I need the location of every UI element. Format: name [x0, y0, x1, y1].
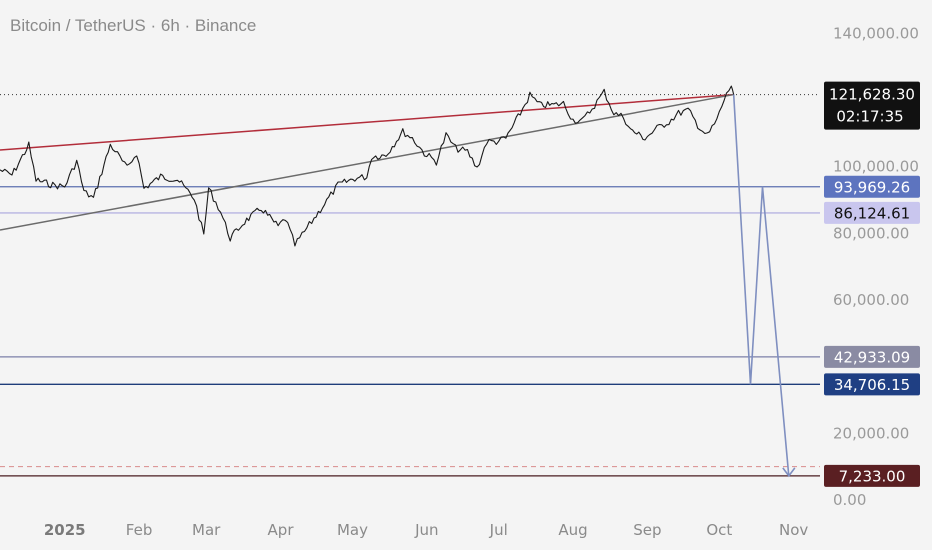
bar-countdown-label: 02:17:35: [836, 108, 903, 126]
level-tag-3: [824, 373, 920, 396]
y-axis: 140,000.00 100,000.00 80,000.00 60,000.00 20…: [833, 24, 919, 509]
x-tick-label: Apr: [268, 521, 295, 539]
x-tick-label: Oct: [706, 521, 732, 539]
level-tag-2: [824, 345, 920, 368]
level-tag-label: 7,233.00: [839, 467, 906, 485]
level-tag-label: 34,706.15: [834, 376, 910, 394]
x-tick-label: 2025: [44, 521, 86, 539]
level-tag-0: [824, 175, 920, 198]
trendline-0: [0, 93, 734, 151]
x-tick-label: Mar: [192, 521, 221, 539]
x-tick-label: Nov: [779, 521, 808, 539]
y-tick-label: 80,000.00: [833, 224, 909, 242]
level-tag-label: 86,124.61: [834, 204, 910, 222]
price-series: [0, 85, 735, 247]
x-tick-label: Feb: [126, 521, 153, 539]
last-price-label: 121,628.30: [829, 86, 915, 104]
horizontal-levels: [0, 94, 820, 477]
projection-path: [732, 94, 796, 478]
trendlines: [0, 93, 734, 231]
x-tick-label: Sep: [633, 521, 661, 539]
projection-line: [732, 94, 790, 476]
projection-arrowhead: [782, 467, 796, 478]
level-tag-4: [824, 464, 920, 487]
y-tick-label: 100,000.00: [833, 158, 919, 176]
x-tick-label: May: [337, 521, 368, 539]
price-tags: 93,969.26 86,124.61 42,933.09 34,706.15 7,23…: [824, 81, 920, 487]
x-axis: 2025 Feb Mar Apr May Jun Jul Aug Sep Oct Nov: [44, 521, 809, 539]
y-tick-label: 140,000.00: [833, 24, 919, 42]
level-tag-1: [824, 201, 920, 224]
trendline-1: [0, 93, 734, 231]
x-tick-label: Aug: [558, 521, 587, 539]
chart-title: Bitcoin / TetherUS · 6h · Binance: [10, 16, 257, 35]
price-line: [0, 85, 735, 247]
last-price-tag: [824, 81, 920, 130]
level-tag-label: 93,969.26: [834, 178, 910, 196]
y-tick-label: 20,000.00: [833, 424, 909, 442]
y-tick-label: 0.00: [833, 491, 866, 509]
y-tick-label: 60,000.00: [833, 291, 909, 309]
x-tick-label: Jun: [414, 521, 438, 539]
level-tag-label: 42,933.09: [834, 348, 910, 366]
x-tick-label: Jul: [489, 521, 508, 539]
